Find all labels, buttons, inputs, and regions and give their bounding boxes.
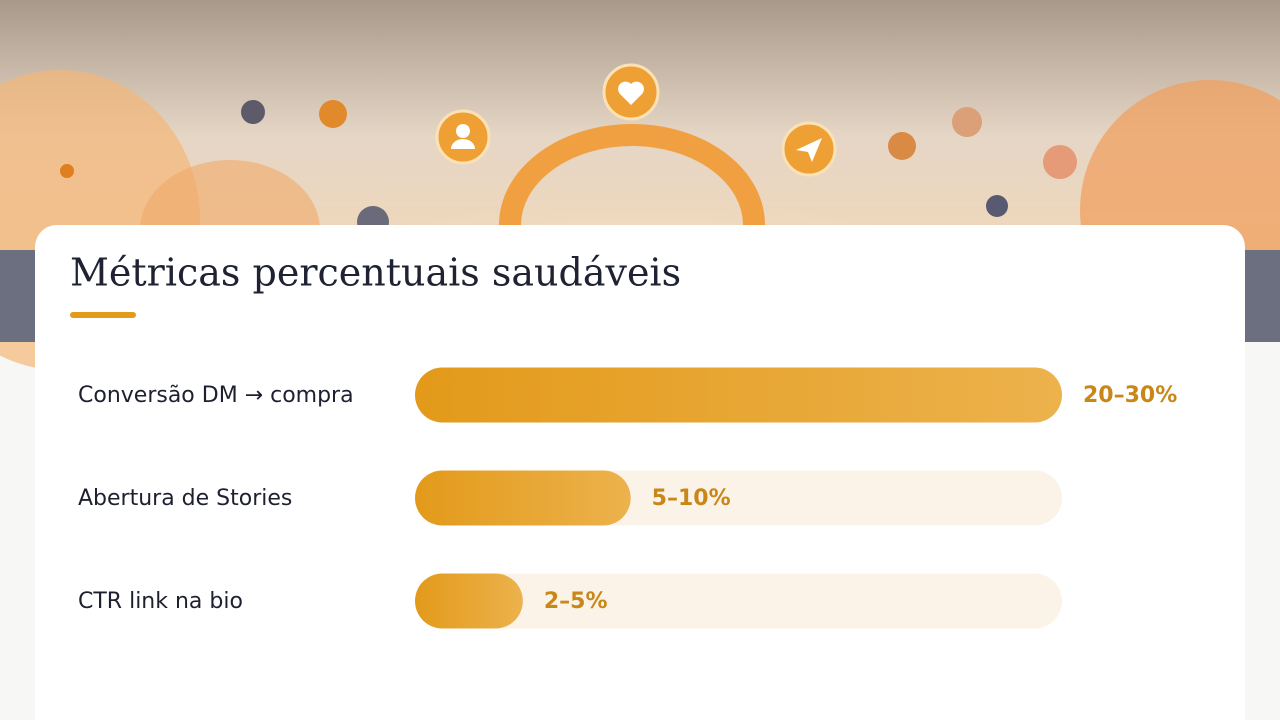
category-label: CTR link na bio bbox=[78, 589, 243, 614]
title-underline bbox=[70, 312, 136, 318]
value-label: 20–30% bbox=[1083, 383, 1177, 408]
category-label: Conversão DM → compra bbox=[78, 383, 354, 408]
chart-title: Métricas percentuais saudáveis bbox=[70, 251, 681, 295]
value-label: 2–5% bbox=[544, 589, 608, 614]
bar bbox=[415, 367, 1062, 423]
bar bbox=[415, 470, 631, 526]
value-label: 5–10% bbox=[652, 486, 731, 511]
category-label: Abertura de Stories bbox=[78, 486, 292, 511]
bar-track bbox=[415, 573, 1062, 629]
bar bbox=[415, 573, 523, 629]
